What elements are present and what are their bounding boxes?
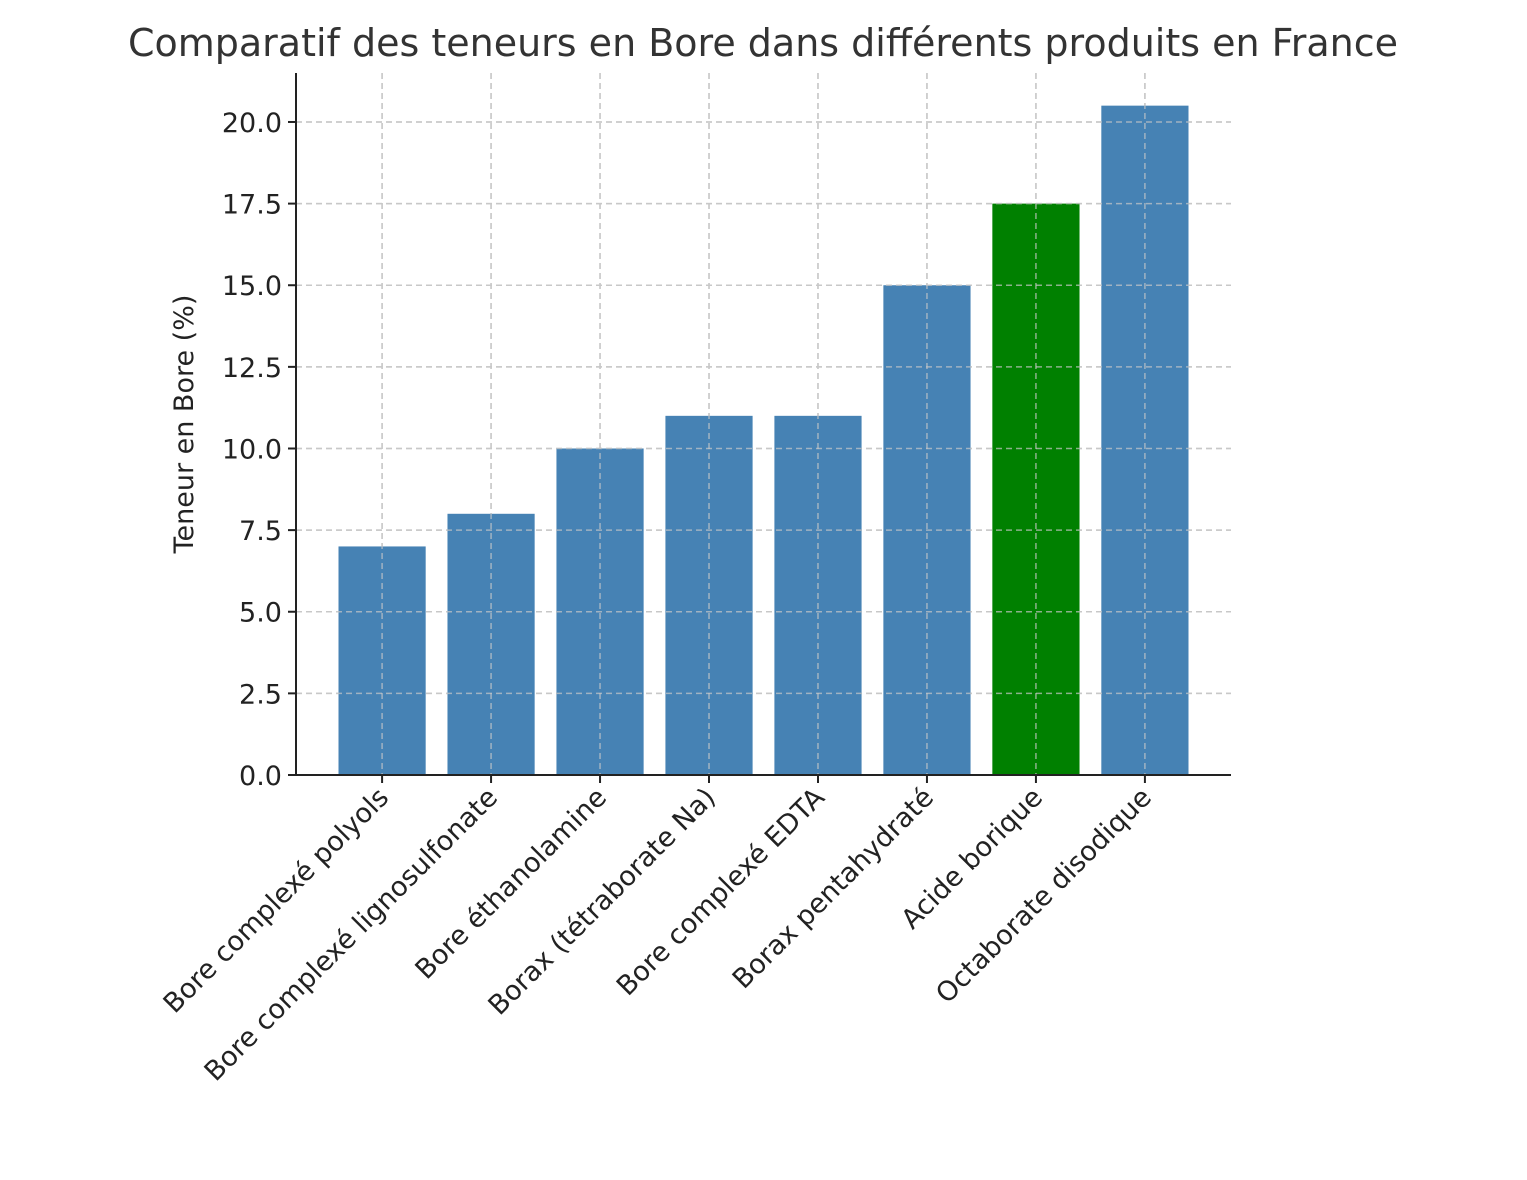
x-tick-label: Bore complexé polyols (158, 782, 395, 1019)
y-tick-label: 2.5 (239, 679, 282, 710)
bar (338, 546, 426, 775)
y-tick-label: 5.0 (239, 598, 282, 629)
chart-title: Comparatif des teneurs en Bore dans diff… (128, 21, 1398, 65)
x-tick-label: Bore éthanolamine (409, 782, 613, 986)
y-tick-label: 10.0 (222, 434, 282, 465)
x-tick-label: Bore complexé EDTA (611, 782, 831, 1002)
y-tick-label: 0.0 (239, 761, 282, 792)
y-tick-label: 12.5 (222, 353, 282, 384)
x-tick-label: Octaborate disodique (930, 782, 1158, 1010)
y-tick-label: 17.5 (222, 190, 282, 221)
y-tick-label: 20.0 (222, 108, 282, 139)
y-tick-label: 7.5 (239, 516, 282, 547)
x-tick-label: Borax pentahydraté (727, 782, 940, 995)
y-tick-label: 15.0 (222, 271, 282, 302)
bar (992, 203, 1080, 776)
y-axis-label: Teneur en Bore (%) (169, 295, 200, 555)
x-tick-label: Borax (tétraborate Na) (483, 782, 722, 1021)
